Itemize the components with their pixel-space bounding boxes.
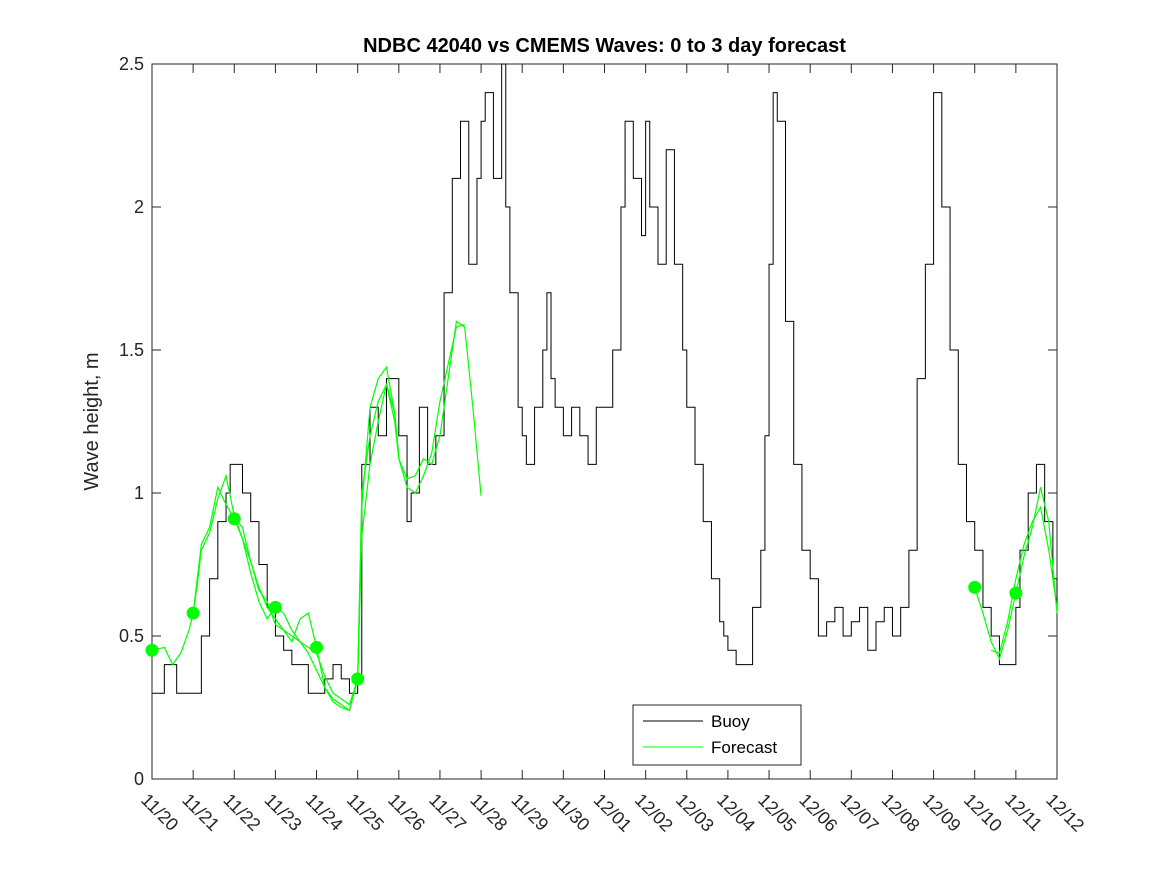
- y-tick-label: 2.5: [119, 54, 144, 74]
- series-forecast-line-0: [151, 320, 482, 712]
- legend: Buoy Forecast: [632, 704, 802, 766]
- series-forecast-line-1: [192, 365, 400, 706]
- legend-box: [632, 704, 802, 766]
- forecast-start-marker: [968, 580, 982, 594]
- forecast-start-marker: [310, 640, 324, 654]
- y-tick-label: 1: [134, 483, 144, 503]
- y-tick-label: 1.5: [119, 340, 144, 360]
- y-tick-label: 2: [134, 197, 144, 217]
- forecast-start-marker: [268, 600, 282, 614]
- series-forecast-line-2: [233, 323, 465, 712]
- y-tick-label: 0.5: [119, 626, 144, 646]
- legend-label-forecast: Forecast: [711, 738, 777, 757]
- forecast-start-marker: [145, 643, 159, 657]
- forecast-start-marker: [1009, 586, 1023, 600]
- y-axis: 0 0.5 1 1.5 2 2.5: [119, 54, 1057, 789]
- series-buoy-line: [152, 63, 1058, 694]
- plot-area: [151, 63, 1058, 780]
- series-layer: [145, 63, 1058, 712]
- forecast-start-marker: [227, 512, 241, 526]
- y-tick-label: 0: [134, 769, 144, 789]
- forecast-start-marker: [351, 672, 365, 686]
- chart-title: NDBC 42040 vs CMEMS Waves: 0 to 3 day fo…: [363, 35, 846, 57]
- legend-label-buoy: Buoy: [711, 712, 750, 731]
- y-axis-label: Wave height, m: [81, 352, 103, 490]
- series-forecast-line-4: [990, 505, 1058, 654]
- forecast-start-marker: [186, 606, 200, 620]
